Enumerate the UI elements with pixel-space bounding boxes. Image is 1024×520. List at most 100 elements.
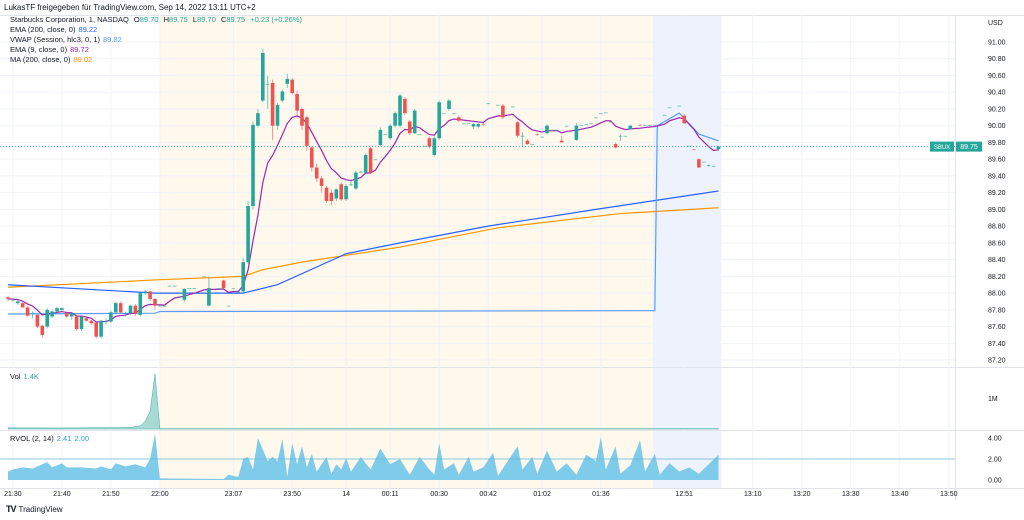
candle-body <box>437 102 441 139</box>
candle-body <box>417 134 422 136</box>
candle-body <box>520 135 525 137</box>
candle <box>393 111 397 128</box>
candle-body <box>11 299 15 301</box>
candle-body <box>104 320 108 322</box>
candle-body <box>158 305 162 307</box>
candle-body <box>172 285 177 287</box>
candle <box>618 134 623 141</box>
candle-body <box>40 325 45 335</box>
candle-body <box>305 117 309 146</box>
candle <box>452 113 456 115</box>
candle-body <box>25 307 30 316</box>
legend-symbol[interactable]: Starbucks Corporation, 1, NASDAQ O89.70 … <box>10 15 302 24</box>
candle <box>398 93 402 128</box>
candle-body <box>667 107 672 109</box>
tradingview-logo-icon: TV <box>6 504 16 514</box>
candle <box>589 123 593 125</box>
candle <box>442 113 446 115</box>
legend-volume[interactable]: Vol 1.4K <box>10 372 39 381</box>
candle-body <box>677 105 682 107</box>
candle <box>550 129 554 131</box>
candle <box>545 124 549 135</box>
candle <box>540 136 544 138</box>
candle <box>422 145 427 147</box>
candle-body <box>143 291 147 294</box>
candle-body <box>221 280 226 289</box>
legend-vwap[interactable]: VWAP (Session, hlc3, 0, 1) 89.82 <box>10 35 122 44</box>
candle <box>510 106 515 108</box>
candle <box>687 145 691 147</box>
candle <box>716 145 721 151</box>
candle-body <box>692 149 696 151</box>
vwap-line <box>7 112 719 315</box>
tradingview-brand[interactable]: TV TradingView <box>6 504 63 514</box>
legend-ma200[interactable]: MA (200, close, 0) 89.02 <box>10 55 93 64</box>
candle <box>128 304 133 315</box>
candle <box>363 153 368 175</box>
candle-body <box>711 165 716 167</box>
candle-body <box>378 129 383 145</box>
candle <box>432 136 437 157</box>
candle-body <box>638 124 642 126</box>
candle-body <box>427 138 432 147</box>
candle <box>334 188 339 202</box>
candle-body <box>481 124 486 126</box>
currency-label: USD <box>988 20 1003 27</box>
candle <box>104 318 108 325</box>
candle <box>236 290 241 294</box>
candle <box>99 319 103 339</box>
candle-body <box>319 178 324 186</box>
candle-body <box>275 104 280 126</box>
candle-body <box>476 124 481 127</box>
price-tick-label: 87.80 <box>988 307 1006 314</box>
candle <box>525 139 530 145</box>
candle-body <box>706 165 711 167</box>
candle <box>114 301 118 315</box>
candle <box>74 314 79 331</box>
ma200-line <box>7 207 719 288</box>
candle <box>643 124 647 126</box>
legend-ema9[interactable]: EMA (9, close, 0) 89.72 <box>10 45 89 54</box>
legend-rvol[interactable]: RVOL (2, 14) 2.41 2.00 <box>10 434 89 443</box>
legend-ema200[interactable]: EMA (200, close, 0) 89.22 <box>10 25 98 34</box>
candle <box>648 124 652 126</box>
close-value: C89.75 <box>220 15 246 24</box>
price-tick-label: 90.80 <box>988 56 1006 63</box>
rvol-area <box>8 433 719 480</box>
candle <box>555 129 559 131</box>
candle <box>202 276 206 278</box>
candle <box>599 113 603 115</box>
volume-axis-label: 1M <box>988 396 998 403</box>
price-tick-label: 91.00 <box>988 40 1006 47</box>
candle <box>69 312 74 320</box>
candle-body <box>618 135 623 137</box>
time-tick-label: 13:50 <box>940 491 958 498</box>
candle-body <box>99 320 103 337</box>
candle <box>231 288 236 290</box>
candle <box>295 90 299 116</box>
candle-body <box>608 121 613 123</box>
candle-body <box>373 159 378 161</box>
candle <box>25 306 30 317</box>
candle <box>182 288 187 302</box>
candle <box>305 115 309 151</box>
candle-body <box>79 316 84 330</box>
symbol-tag <box>930 141 954 152</box>
price-tick-label: 90.40 <box>988 90 1006 97</box>
candle <box>30 311 35 319</box>
candle <box>143 289 147 295</box>
candle-body <box>300 108 304 126</box>
candle <box>20 301 25 309</box>
price-tick-label: 88.60 <box>988 240 1006 247</box>
candle-body <box>471 124 476 127</box>
candle-body <box>256 113 260 126</box>
candle <box>300 107 304 130</box>
candle <box>290 77 294 95</box>
candle <box>344 184 348 202</box>
candle <box>65 311 69 319</box>
price-tick-label: 89.00 <box>988 207 1006 214</box>
candle-body <box>589 123 593 125</box>
candle <box>574 123 579 141</box>
candle-body <box>45 309 49 327</box>
